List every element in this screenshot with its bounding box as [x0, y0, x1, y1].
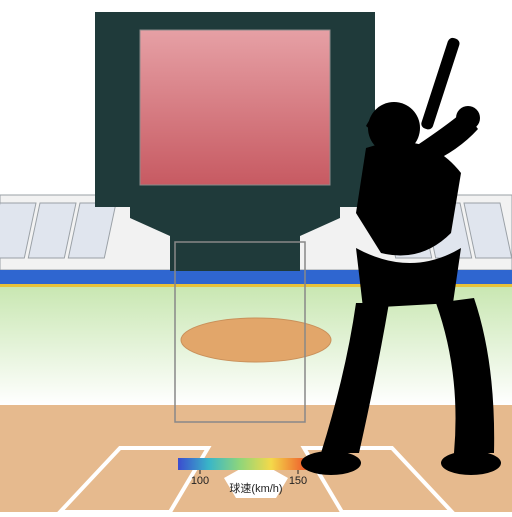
- svg-text:150: 150: [289, 475, 307, 487]
- pitch-location-diagram: 100 150 球速(km/h): [0, 0, 512, 512]
- scene-svg: 100 150 球速(km/h): [0, 0, 512, 512]
- legend-label: 球速(km/h): [229, 481, 282, 495]
- pitchers-mound: [181, 318, 331, 362]
- svg-text:100: 100: [191, 475, 209, 487]
